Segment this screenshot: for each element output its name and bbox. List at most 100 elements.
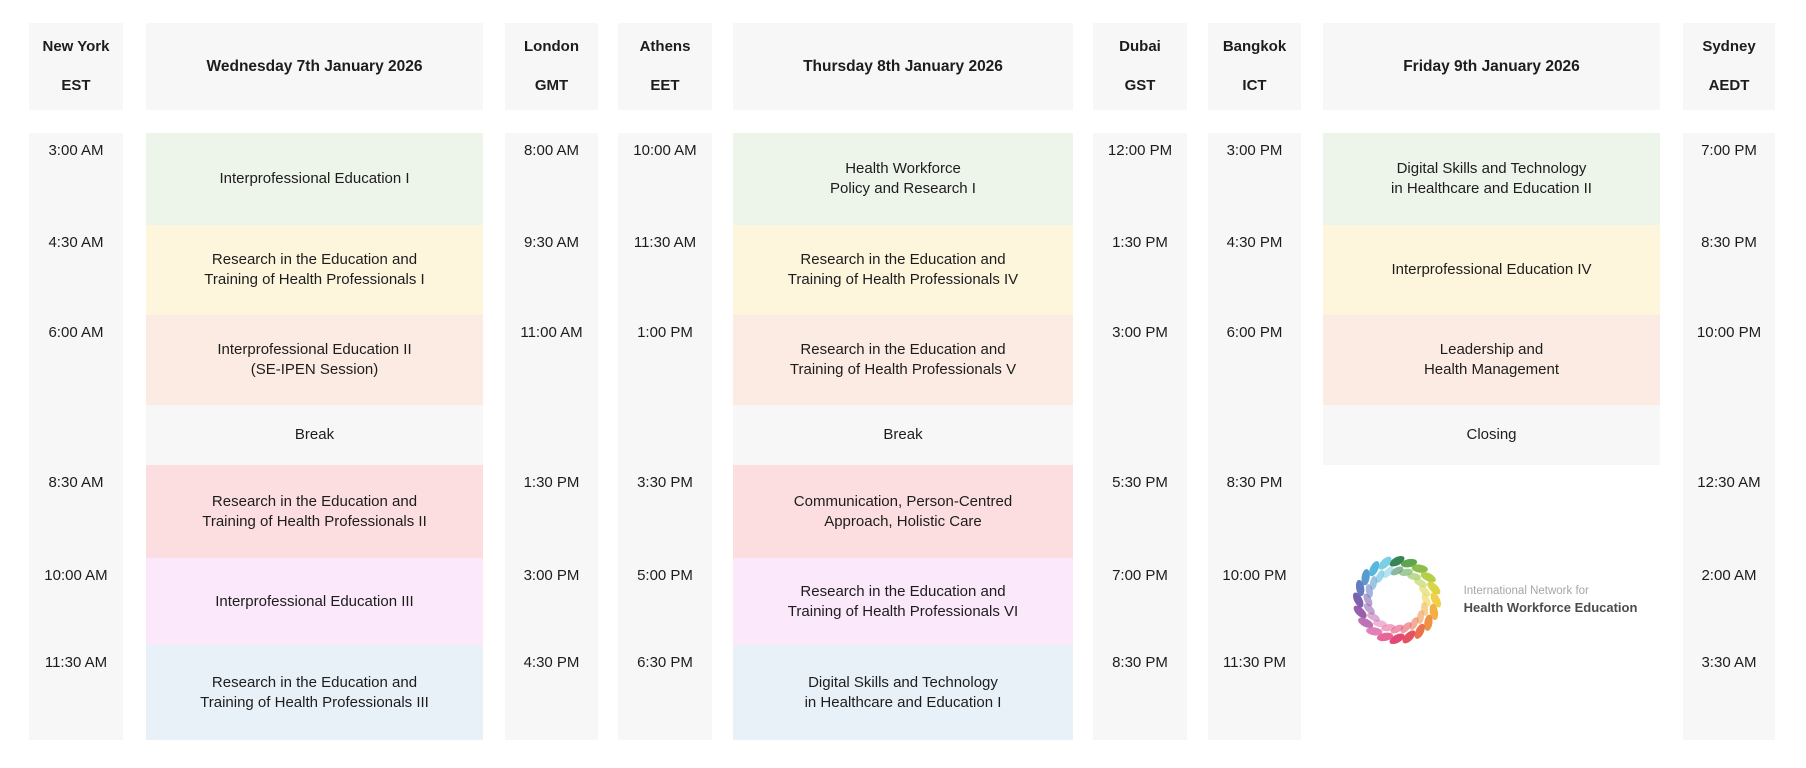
time-strip-sydney: 7:00 PM 8:30 PM 10:00 PM 12:30 AM 2:00 A… bbox=[1683, 133, 1775, 740]
time-label: 9:30 AM bbox=[523, 234, 580, 251]
time-label: 4:30 PM bbox=[523, 654, 580, 671]
session-blocks-wednesday: Interprofessional Education I Research i… bbox=[146, 133, 483, 740]
timezone-header-dubai: Dubai GST bbox=[1093, 23, 1187, 110]
time-label: 6:00 PM bbox=[1226, 324, 1283, 341]
tz-abbrev-label: EET bbox=[650, 77, 680, 94]
session-block: Digital Skills and Technology in Healthc… bbox=[733, 645, 1073, 740]
timezone-column-dubai: Dubai GST 12:00 PM 1:30 PM 3:00 PM 5:30 … bbox=[1093, 0, 1187, 768]
day-title: Thursday 8th January 2026 bbox=[803, 57, 1003, 75]
day-column-wednesday: Wednesday 7th January 2026 Interprofessi… bbox=[146, 0, 483, 768]
timezone-column-london: London GMT 8:00 AM 9:30 AM 11:00 AM 1:30… bbox=[505, 0, 598, 768]
session-block: Research in the Education and Training o… bbox=[733, 225, 1073, 315]
session-block: Interprofessional Education IV bbox=[1323, 225, 1660, 315]
time-label: 5:00 PM bbox=[637, 567, 693, 584]
break-block: Break bbox=[733, 405, 1073, 465]
time-label: 2:00 AM bbox=[1701, 567, 1757, 584]
time-label: 3:00 PM bbox=[523, 567, 580, 584]
time-label: 3:00 PM bbox=[1226, 142, 1283, 159]
session-block: Research in the Education and Training o… bbox=[733, 315, 1073, 405]
session-blocks-thursday: Health Workforce Policy and Research I R… bbox=[733, 133, 1073, 740]
time-label: 8:30 AM bbox=[48, 474, 104, 491]
time-label: 3:00 PM bbox=[1112, 324, 1168, 341]
session-title: Interprofessional Education II (SE-IPEN … bbox=[217, 341, 412, 378]
city-label: London bbox=[524, 38, 579, 55]
session-block: Digital Skills and Technology in Healthc… bbox=[1323, 133, 1660, 225]
day-column-friday: Friday 9th January 2026 Digital Skills a… bbox=[1323, 0, 1660, 768]
time-label: 12:30 AM bbox=[1697, 474, 1761, 491]
time-label: 4:30 PM bbox=[1226, 234, 1283, 251]
logo-line2: Health Workforce Education bbox=[1463, 600, 1638, 615]
day-title: Wednesday 7th January 2026 bbox=[206, 57, 423, 75]
day-header-wednesday: Wednesday 7th January 2026 bbox=[146, 23, 483, 110]
logo-line1: International Network for bbox=[1463, 585, 1589, 597]
time-label: 3:30 AM bbox=[1701, 654, 1757, 671]
tz-abbrev-label: GST bbox=[1124, 77, 1156, 94]
timezone-column-sydney: Sydney AEDT 7:00 PM 8:30 PM 10:00 PM 12:… bbox=[1683, 0, 1775, 768]
time-label: 8:30 PM bbox=[1112, 654, 1168, 671]
closing-block: Closing bbox=[1323, 405, 1660, 465]
session-title: Research in the Education and Training o… bbox=[789, 341, 1017, 378]
session-block: Research in the Education and Training o… bbox=[146, 645, 483, 740]
tz-abbrev-label: GMT bbox=[534, 77, 569, 94]
session-title: Closing bbox=[1466, 426, 1517, 443]
time-label: 11:30 PM bbox=[1222, 654, 1287, 671]
session-title: Digital Skills and Technology in Healthc… bbox=[1391, 160, 1592, 197]
session-title: Digital Skills and Technology in Healthc… bbox=[804, 673, 1002, 711]
time-strip-newyork: 3:00 AM 4:30 AM 6:00 AM 8:30 AM 10:00 AM… bbox=[29, 133, 123, 740]
day-column-thursday: Thursday 8th January 2026 Health Workfor… bbox=[733, 0, 1073, 768]
day-header-thursday: Thursday 8th January 2026 bbox=[733, 23, 1073, 110]
tz-abbrev-label: AEDT bbox=[1708, 77, 1750, 94]
time-label: 11:00 AM bbox=[520, 324, 583, 341]
day-title: Friday 9th January 2026 bbox=[1403, 57, 1580, 75]
time-strip-london: 8:00 AM 9:30 AM 11:00 AM 1:30 PM 3:00 PM… bbox=[505, 133, 598, 740]
timezone-header-sydney: Sydney AEDT bbox=[1683, 23, 1775, 110]
break-block: Break bbox=[146, 405, 483, 465]
timezone-column-bangkok: Bangkok ICT 3:00 PM 4:30 PM 6:00 PM 8:30… bbox=[1208, 0, 1301, 768]
city-label: Athens bbox=[639, 38, 691, 55]
time-label: 1:30 PM bbox=[1112, 234, 1168, 251]
session-block: Interprofessional Education II (SE-IPEN … bbox=[146, 315, 483, 405]
session-blocks-friday: Digital Skills and Technology in Healthc… bbox=[1323, 133, 1660, 465]
session-title: Health Workforce Policy and Research I bbox=[830, 160, 976, 197]
session-title: Break bbox=[294, 426, 335, 443]
tz-abbrev-label: ICT bbox=[1242, 77, 1267, 94]
session-block: Interprofessional Education III bbox=[146, 558, 483, 645]
time-label: 4:30 AM bbox=[48, 234, 104, 251]
time-strip-dubai: 12:00 PM 1:30 PM 3:00 PM 5:30 PM 7:00 PM… bbox=[1093, 133, 1187, 740]
session-block: Research in the Education and Training o… bbox=[146, 465, 483, 558]
city-label: New York bbox=[42, 38, 110, 55]
session-title: Research in the Education and Training o… bbox=[200, 673, 429, 711]
time-label: 3:30 PM bbox=[637, 474, 693, 491]
session-title: Break bbox=[883, 426, 923, 443]
time-label: 3:00 AM bbox=[48, 142, 104, 159]
time-label: 5:30 PM bbox=[1112, 474, 1168, 491]
time-label: 8:30 PM bbox=[1226, 474, 1283, 491]
time-label: 1:00 PM bbox=[637, 324, 693, 341]
day-header-friday: Friday 9th January 2026 bbox=[1323, 23, 1660, 110]
time-label: 6:00 AM bbox=[48, 324, 104, 341]
session-block: Leadership and Health Management bbox=[1323, 315, 1660, 405]
inhwe-logo-ring-icon bbox=[1352, 555, 1441, 645]
time-label: 8:00 AM bbox=[523, 142, 580, 159]
tz-abbrev-label: EST bbox=[61, 77, 91, 94]
time-label: 6:30 PM bbox=[637, 654, 693, 671]
timezone-header-bangkok: Bangkok ICT bbox=[1208, 23, 1301, 110]
time-label: 10:00 PM bbox=[1696, 324, 1762, 341]
time-label: 12:00 PM bbox=[1107, 142, 1173, 159]
timezone-header-athens: Athens EET bbox=[618, 23, 712, 110]
session-title: Research in the Education and Training o… bbox=[787, 582, 1019, 620]
city-label: Sydney bbox=[1702, 38, 1756, 55]
session-title: Interprofessional Education IV bbox=[1391, 261, 1592, 278]
session-title: Research in the Education and Training o… bbox=[202, 492, 427, 530]
session-block: Interprofessional Education I bbox=[146, 133, 483, 225]
session-title: Interprofessional Education I bbox=[219, 170, 410, 187]
session-title: Leadership and Health Management bbox=[1423, 341, 1560, 378]
timezone-column-athens: Athens EET 10:00 AM 11:30 AM 1:00 PM 3:3… bbox=[618, 0, 712, 768]
city-label: Dubai bbox=[1119, 38, 1161, 55]
time-label: 1:30 PM bbox=[523, 474, 580, 491]
session-block: Research in the Education and Training o… bbox=[733, 558, 1073, 645]
time-label: 10:00 AM bbox=[44, 567, 108, 584]
session-title: Research in the Education and Training o… bbox=[204, 251, 425, 288]
time-label: 7:00 PM bbox=[1112, 567, 1168, 584]
